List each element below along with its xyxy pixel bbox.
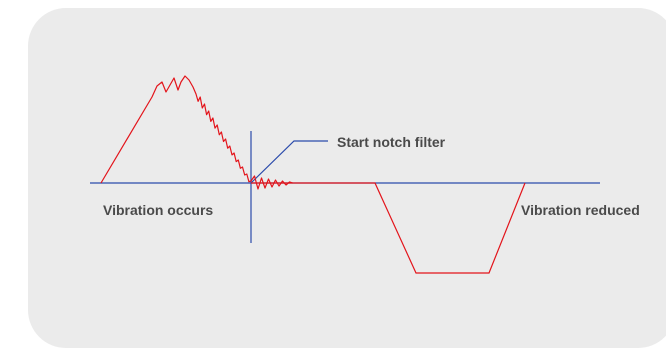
vibration-occurs-label: Vibration occurs — [103, 202, 214, 218]
signal-waveform-reduced — [251, 182, 526, 274]
vibration-diagram — [90, 75, 600, 274]
notch-callout-leader — [250, 140, 328, 184]
start-notch-filter-label: Start notch filter — [337, 134, 446, 150]
diagram-panel — [28, 8, 666, 348]
signal-waveform-vibration — [100, 75, 293, 190]
vibration-reduced-label: Vibration reduced — [521, 202, 640, 218]
